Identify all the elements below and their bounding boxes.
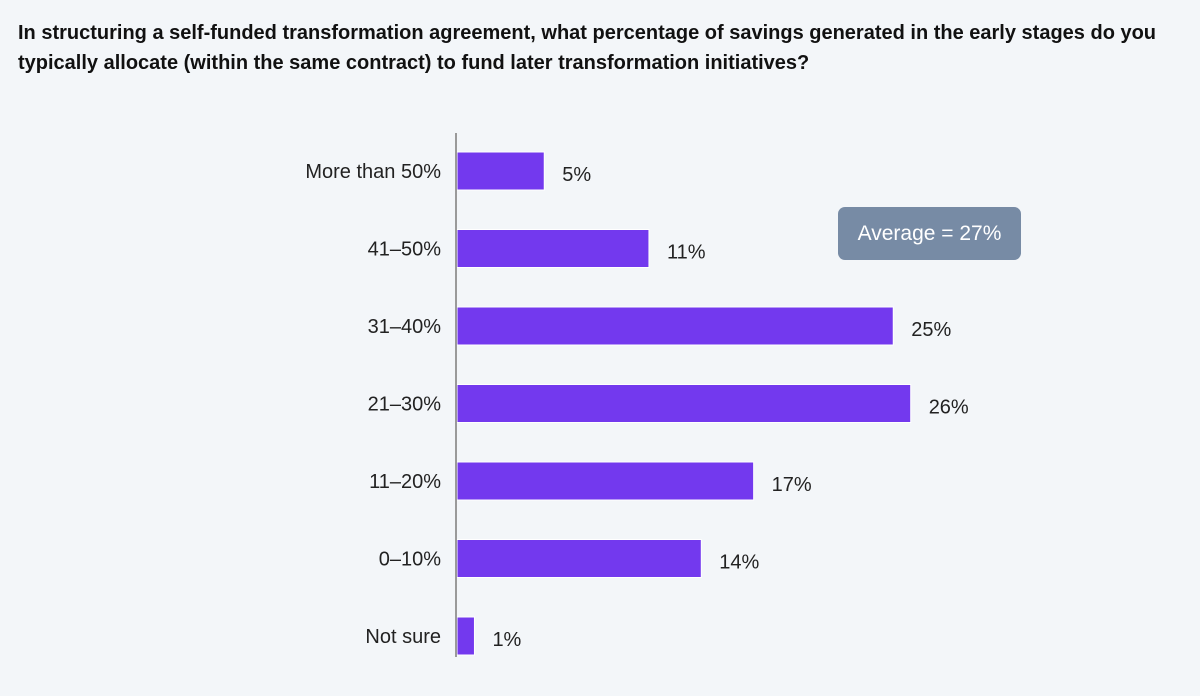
bar	[456, 461, 755, 501]
bar	[456, 229, 650, 268]
category-label: 31–40%	[368, 316, 442, 338]
chart-title: In structuring a self-funded transformat…	[18, 22, 1157, 74]
bar	[456, 151, 545, 191]
category-label: Not sure	[365, 626, 441, 648]
bar	[456, 539, 702, 578]
value-label: 17%	[772, 474, 812, 496]
value-label: 1%	[492, 629, 521, 651]
category-label: 0–10%	[379, 549, 441, 571]
category-label: 11–20%	[369, 471, 441, 493]
value-label: 14%	[719, 552, 759, 574]
category-label: 21–30%	[368, 394, 442, 416]
bar	[456, 384, 912, 423]
category-label: 41–50%	[368, 239, 442, 261]
value-label: 11%	[667, 242, 706, 264]
value-label: 5%	[562, 164, 591, 186]
category-label: More than 50%	[305, 161, 441, 183]
value-label: 26%	[929, 397, 969, 419]
bar	[456, 306, 894, 346]
value-label: 25%	[911, 319, 951, 341]
bar	[456, 616, 475, 656]
average-annotation: Average = 27%	[838, 207, 1021, 260]
